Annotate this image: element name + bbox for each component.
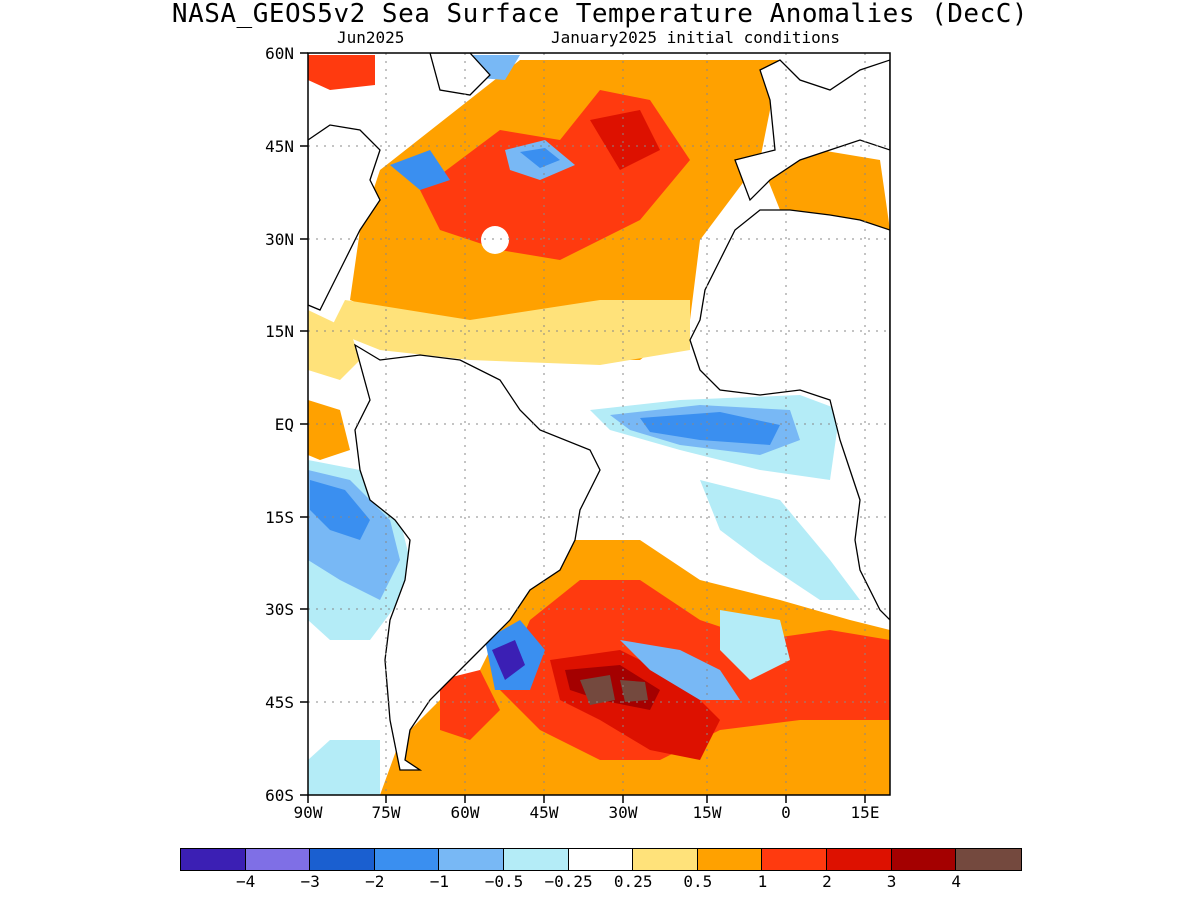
colorbar-tick-label: −1 (429, 872, 450, 891)
lat-label-30n: 30N (265, 230, 294, 249)
colorbar-swatch (374, 849, 440, 870)
colorbar-tick-label: 0.25 (613, 872, 653, 891)
land-masses (308, 53, 890, 771)
colorbar-swatch (633, 849, 698, 870)
colorbar-tick-label: 0.5 (683, 872, 713, 891)
caribbean-region (308, 310, 360, 460)
colorbar-tick-label: −3 (300, 872, 320, 891)
colorbar-tick-label: −2 (365, 872, 385, 891)
colorbar-swatch (697, 849, 763, 870)
lon-label-90w: 90W (293, 803, 323, 822)
lon-label-60w: 60W (450, 803, 480, 822)
colorbar (180, 848, 1022, 871)
colorbar-swatch (762, 849, 827, 870)
lat-label-45s: 45S (265, 693, 294, 712)
lat-label-60n: 60N (265, 44, 294, 63)
colorbar-swatch (245, 849, 311, 870)
lat-label-30s: 30S (265, 600, 294, 619)
lon-label-15w: 15W (692, 803, 722, 822)
colorbar-swatch (956, 849, 1021, 870)
colorbar-tick-label: 4 (951, 872, 962, 891)
colorbar-swatch (181, 849, 246, 870)
lon-label-30w: 30W (608, 803, 638, 822)
south-atlantic-cool-patches (308, 610, 790, 795)
initial-conditions-label: January2025 initial conditions (551, 28, 840, 47)
colorbar-swatch (503, 849, 569, 870)
lat-label-eq: EQ (274, 415, 294, 434)
colorbar-swatch (826, 849, 892, 870)
colorbar-tick-label: 3 (886, 872, 897, 891)
north-atlantic-warm-region (308, 55, 890, 365)
equatorial-cold-tongue (590, 395, 860, 600)
lon-label-15e: 15E (850, 803, 880, 822)
north-america-land (308, 53, 381, 311)
colorbar-tick-label: −0.25 (544, 872, 593, 891)
lat-label-15s: 15S (265, 508, 294, 527)
colorbar-tick-label: 2 (822, 872, 832, 891)
lat-label-15n: 15N (265, 322, 294, 341)
lat-label-45n: 45N (265, 137, 294, 156)
africa-land (689, 209, 890, 621)
lon-label-45w: 45W (529, 803, 559, 822)
axis-ticks (300, 52, 866, 803)
colorbar-tick-label: −4 (235, 872, 256, 891)
europe-land (734, 59, 890, 202)
forecast-month: Jun2025 (337, 28, 405, 47)
colorbar-tick-label: −0.5 (484, 872, 524, 891)
greenland-land (429, 53, 491, 96)
colorbar-swatch (439, 849, 504, 870)
colorbar-tick-label: 1 (757, 872, 768, 891)
lat-label-60s: 60S (265, 786, 294, 805)
colorbar-swatch (891, 849, 957, 870)
graticule (308, 53, 890, 795)
map-title: NASA_GEOS5v2 Sea Surface Temperature Ano… (171, 0, 1029, 29)
lon-label-75w: 75W (371, 803, 401, 822)
south-america-land (353, 343, 601, 771)
lon-label-0: 0 (781, 803, 791, 822)
map-plot-area (308, 53, 890, 795)
colorbar-swatch (310, 849, 375, 870)
colorbar-swatch (568, 849, 634, 870)
